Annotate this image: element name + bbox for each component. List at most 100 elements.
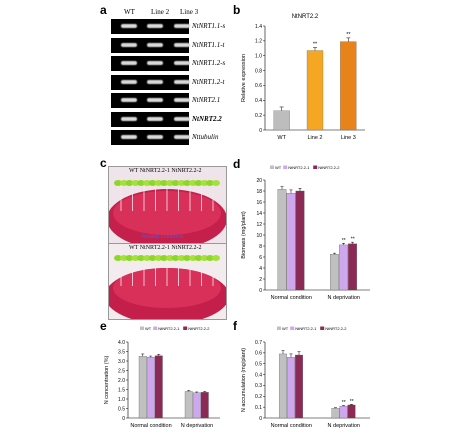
y-tick-label: 10 — [256, 233, 262, 239]
panel-letter-c: c — [100, 156, 107, 170]
gel-lane-strip — [111, 19, 190, 34]
legend-swatch — [313, 165, 318, 169]
y-tick-label: 6 — [259, 255, 262, 261]
bar — [339, 244, 348, 291]
gel-band — [121, 42, 137, 47]
seedling-leaf — [177, 180, 186, 186]
seedling-leaf — [183, 180, 191, 186]
y-axis-label: Relative expression — [241, 54, 247, 102]
seedling-leaf — [212, 255, 220, 261]
gel-band — [174, 61, 190, 65]
x-tick-label: Line 3 — [341, 135, 356, 141]
seedling-leaf — [114, 180, 122, 186]
gel-column-wt: WT — [124, 8, 135, 16]
bar — [348, 243, 357, 291]
chart-b: NtNRT2.2 Relative expression 0 0.2 0.4 0.6 0.8… — [241, 14, 365, 141]
seedling-leaf — [154, 180, 163, 186]
bar — [306, 50, 324, 131]
gel-band — [174, 42, 190, 47]
y-tick-label: 0.2 — [255, 394, 262, 400]
y-tick-label: 0.3 — [255, 383, 262, 389]
chart-f: N accumulation (mg/plant) 0 0.1 0.2 0.3 0.4 0.… — [241, 326, 370, 429]
chart-e: N concentration (%) 0 0.5 1.0 1.5 2.0 2.5 3.0 3.… — [104, 326, 220, 429]
gel-band — [174, 24, 190, 28]
seedling-leaf — [125, 255, 134, 261]
seedling-leaf — [131, 255, 140, 261]
seedling-leaf — [148, 180, 157, 186]
x-tick-label: WT — [277, 135, 286, 141]
x-tick-label: Normal condition — [130, 423, 171, 429]
bar — [287, 357, 295, 419]
y-axis-label: N concentration (%) — [104, 356, 110, 405]
legend-swatch — [277, 326, 281, 330]
seedling-leaf — [206, 255, 214, 261]
seedling-leaf — [137, 255, 145, 261]
gel-band — [121, 98, 137, 102]
legend-label: WT — [275, 165, 282, 170]
gel-band — [147, 24, 163, 28]
gel-band — [121, 116, 137, 121]
bar — [279, 353, 287, 419]
y-tick-label: 3.5 — [118, 349, 125, 355]
legend-swatch — [290, 326, 295, 330]
y-tick-label: 20 — [256, 178, 262, 184]
significance-mark: ** — [346, 32, 351, 38]
y-tick-label: 3.0 — [118, 359, 125, 365]
significance-mark: ** — [342, 400, 346, 406]
x-tick-label: N deprivation — [328, 423, 360, 429]
seedling-leaf — [200, 255, 209, 261]
legend-label: WT — [282, 326, 289, 331]
y-tick-label: 1.0 — [255, 54, 262, 60]
bar — [277, 189, 287, 291]
y-tick-label: 0.1 — [255, 405, 262, 411]
x-tick-label: Line 2 — [308, 135, 323, 141]
gel-band — [147, 61, 163, 65]
gel-lane-strip — [111, 56, 190, 71]
y-tick-label: 2 — [259, 277, 262, 283]
gel-band — [121, 135, 137, 139]
gel-row-label: NtNRT1.2-s — [192, 59, 226, 67]
bar — [273, 110, 290, 131]
seedling-leaf — [194, 255, 203, 261]
seedling-leaf — [171, 255, 180, 261]
seedling-leaf — [160, 255, 168, 261]
legend-label: NtNRT2.2-2 — [318, 165, 340, 170]
bar — [330, 254, 339, 291]
seedling-leaf — [166, 255, 174, 261]
y-axis-label: N accumulation (mg/plant) — [241, 348, 247, 412]
gel-lane-strip — [111, 111, 190, 127]
bar — [192, 392, 201, 419]
gel-lane-strip — [111, 130, 190, 145]
panel-letter-e: e — [100, 319, 107, 333]
seedling-photo-normal: WT NtNRT2.2-1 NtNRT2.2-2 Normal conditio… — [108, 166, 227, 246]
gel-column-line2: Line 2 — [151, 8, 170, 16]
gel-band — [147, 79, 163, 84]
photo-label-normal: Normal condition — [141, 234, 184, 240]
significance-mark: ** — [350, 399, 354, 405]
bar — [339, 405, 348, 419]
chart-d: Biomass (mg/plant) 0 2 4 6 8 10 12 14 16 18 20 Norma… — [241, 165, 370, 301]
gel-row-label: NtNRT2.2 — [192, 114, 222, 123]
gel-band — [147, 116, 163, 121]
legend-label: NtNRT2.2-1 — [288, 165, 310, 170]
y-tick-label: 1.0 — [118, 397, 125, 403]
x-tick-label: Normal condition — [271, 423, 312, 429]
legend-swatch — [153, 326, 158, 330]
seedling-leaf — [154, 255, 163, 261]
y-tick-label: 1.5 — [118, 387, 125, 393]
gel-band — [174, 98, 190, 102]
seedling-leaf — [171, 180, 180, 186]
gel-band — [121, 24, 137, 28]
bar — [138, 356, 147, 419]
legend-swatch — [270, 165, 274, 169]
y-tick-label: 0.7 — [255, 340, 262, 346]
seedling-leaf — [177, 255, 186, 261]
gel-band — [121, 79, 137, 84]
seedling-leaf — [194, 180, 203, 186]
y-tick-label: 0 — [122, 416, 125, 422]
bar — [340, 41, 357, 131]
gel-panel: WT Line 2 Line 3 NtNRT1.1-s NtNRT1.1-t NtN… — [108, 5, 228, 150]
gel-band — [174, 79, 190, 84]
seedling-leaf — [137, 180, 145, 186]
seedling-leaf — [148, 255, 157, 261]
